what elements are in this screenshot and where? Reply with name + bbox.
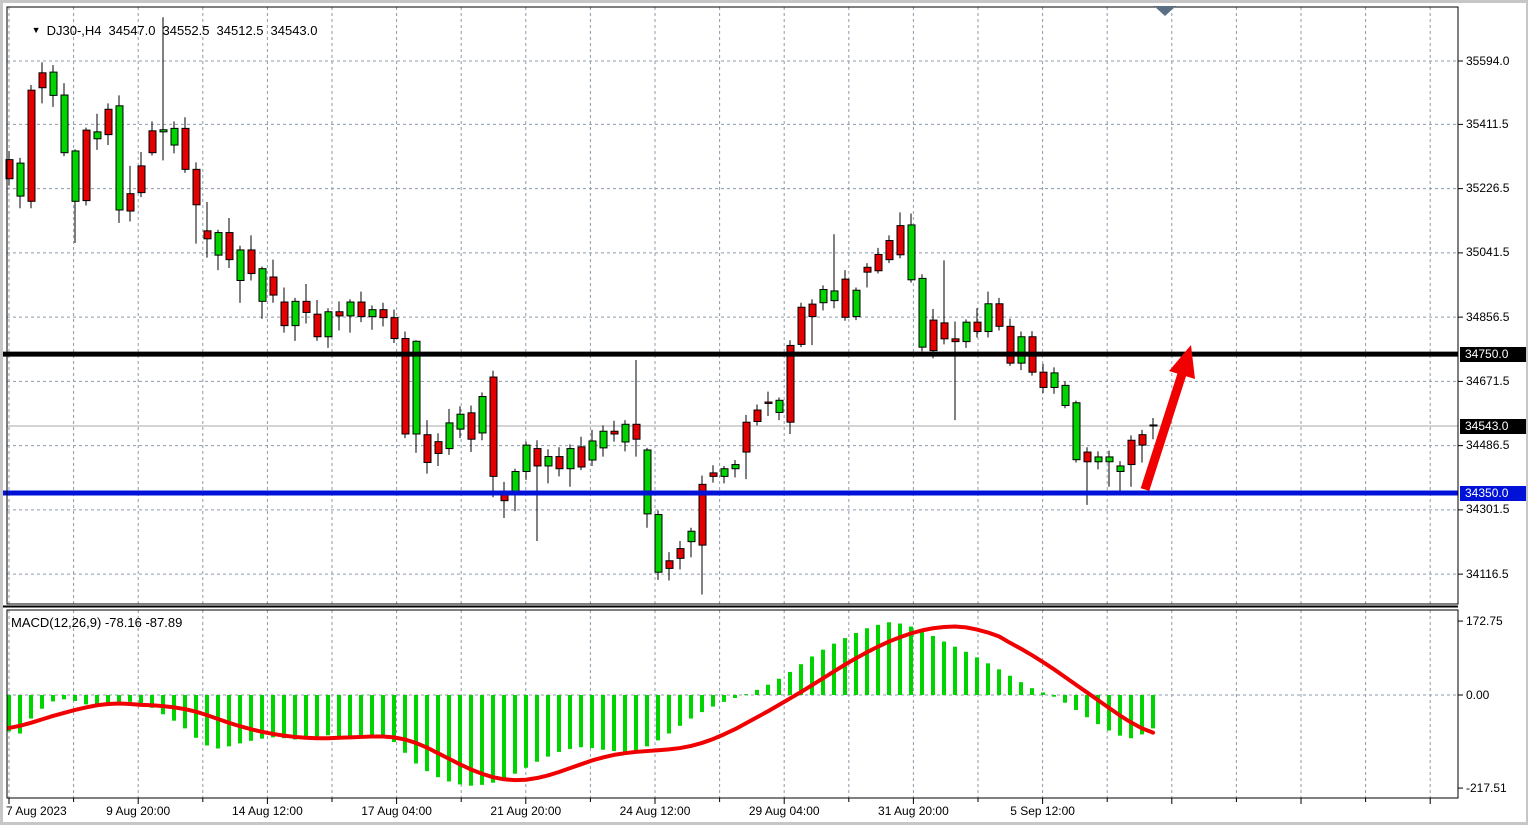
trend-arrow[interactable] xyxy=(1140,345,1195,491)
chart-surface[interactable] xyxy=(3,3,1528,825)
candlesticks xyxy=(5,17,1158,595)
scroll-to-end-icon[interactable] xyxy=(1154,6,1176,16)
macd-histogram xyxy=(7,622,1155,786)
macd-signal-line xyxy=(7,624,1155,783)
